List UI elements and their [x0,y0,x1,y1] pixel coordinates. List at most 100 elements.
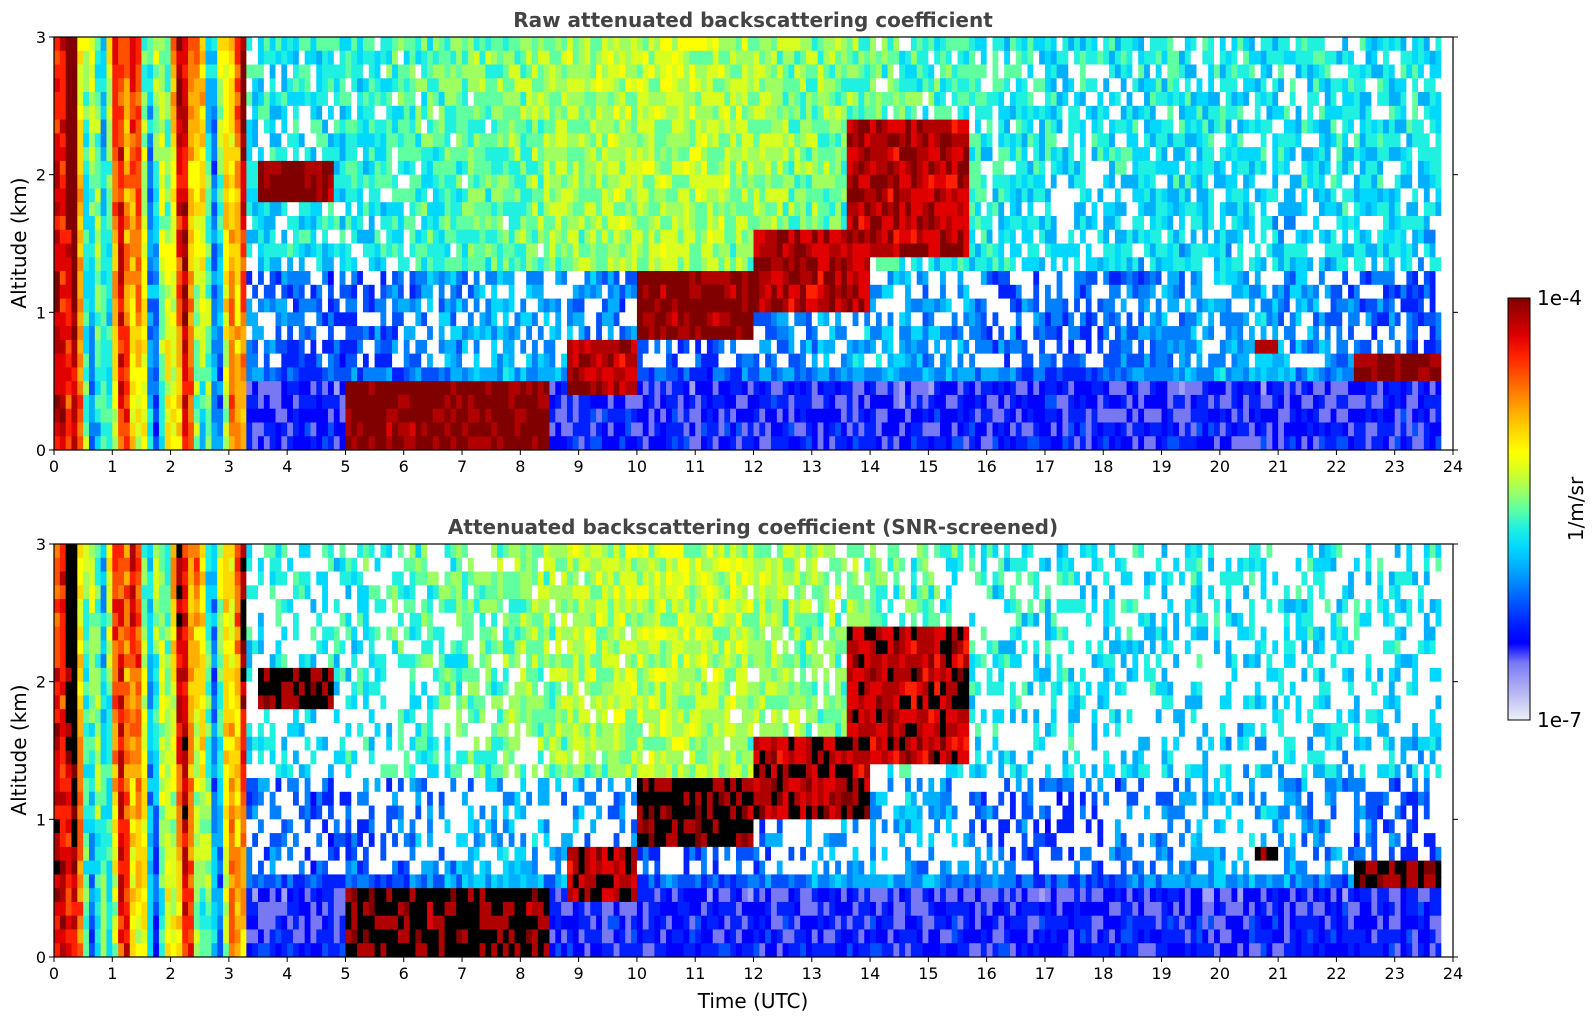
heatmap-cell [479,298,486,313]
heatmap-cell [479,229,486,245]
heatmap-cell [112,105,119,121]
heatmap-cell [1009,78,1017,93]
heatmap-cell [607,243,615,258]
heatmap-cell [193,160,201,176]
heatmap-cell [444,188,451,203]
heatmap-cell [456,408,463,424]
heatmap-cell [590,92,597,107]
heatmap-cell [456,147,463,162]
heatmap-cell [456,243,463,258]
heatmap-cell [182,381,189,396]
heatmap-cell [269,147,277,162]
heatmap-cell [462,408,469,424]
heatmap-cell [607,229,615,245]
heatmap-cell [193,105,201,121]
heatmap-cell [829,215,836,231]
heatmap-cell [514,381,521,396]
heatmap-cell [712,408,720,424]
heatmap-cell [980,119,988,134]
heatmap-cell [362,312,370,327]
heatmap-cell [712,105,720,121]
heatmap-cell [835,160,842,176]
heatmap-cell [671,271,679,286]
heatmap-cell [223,381,230,396]
heatmap-cell [776,78,784,93]
heatmap-cell [362,92,370,107]
heatmap-cell [281,339,288,355]
heatmap-cell [467,78,475,93]
heatmap-cell [526,229,533,245]
heatmap-cell [829,229,836,245]
heatmap-cell [951,92,959,107]
heatmap-cell [83,133,90,148]
heatmap-cell [94,78,102,93]
heatmap-cell [234,353,242,368]
heatmap-cell [951,284,959,300]
heatmap-cell [54,188,61,203]
heatmap-cell [631,436,638,450]
heatmap-cell [479,339,486,355]
heatmap-cell [823,202,830,217]
heatmap-cell [94,257,102,272]
heatmap-cell [899,257,906,272]
heatmap-cell [718,284,725,300]
heatmap-cell [403,215,411,231]
heatmap-cell [765,326,772,341]
heatmap-cell [485,188,492,203]
heatmap-cell [957,326,964,341]
heatmap-cell [840,78,848,93]
heatmap-cell [403,160,411,176]
heatmap-cell [747,394,755,410]
heatmap-cell [695,229,702,245]
heatmap-cell [613,174,621,190]
heatmap-cell [502,436,510,450]
heatmap-cell [508,147,516,162]
heatmap-cell [106,215,113,231]
heatmap-cell [601,339,609,355]
heatmap-cell [520,353,527,368]
heatmap-cell [275,284,282,300]
heatmap-cell [456,312,463,327]
heatmap-cell [899,243,906,258]
heatmap-cell [666,147,673,162]
heatmap-cell [875,147,883,162]
heatmap-cell [852,147,860,162]
heatmap-cell [811,312,819,327]
heatmap-cell [193,436,201,450]
heatmap-cell [54,119,61,134]
heatmap-cell [636,394,644,410]
heatmap-cell [199,202,207,217]
heatmap-cell [543,92,551,107]
heatmap-cell [619,353,626,368]
heatmap-cell [706,422,714,437]
heatmap-cell [106,284,113,300]
heatmap-cell [293,188,300,203]
heatmap-cell [327,64,335,79]
heatmap-cell [747,243,755,258]
heatmap-cell [864,408,871,424]
panel-raw: Raw attenuated backscattering coefficien… [7,8,1463,476]
heatmap-cell [1004,147,1011,162]
heatmap-cell [380,37,387,52]
heatmap-cell [205,353,212,368]
heatmap-cell [578,105,586,121]
heatmap-cell [875,92,883,107]
heatmap-cell [835,298,842,313]
heatmap-cell [514,105,521,121]
heatmap-cell [357,326,364,341]
heatmap-cell [59,284,67,300]
heatmap-cell [100,229,108,245]
heatmap-cell [193,394,201,410]
heatmap-cell [234,174,242,190]
heatmap-cell [228,353,236,368]
heatmap-cell [397,381,405,396]
heatmap-cell [770,202,778,217]
heatmap-cell [829,367,836,382]
heatmap-cell [986,312,994,327]
heatmap-cell [71,353,78,368]
heatmap-cell [333,119,341,134]
heatmap-cell [549,436,556,450]
heatmap-cell [817,257,825,272]
heatmap-cell [368,257,376,272]
heatmap-cell [333,147,341,162]
